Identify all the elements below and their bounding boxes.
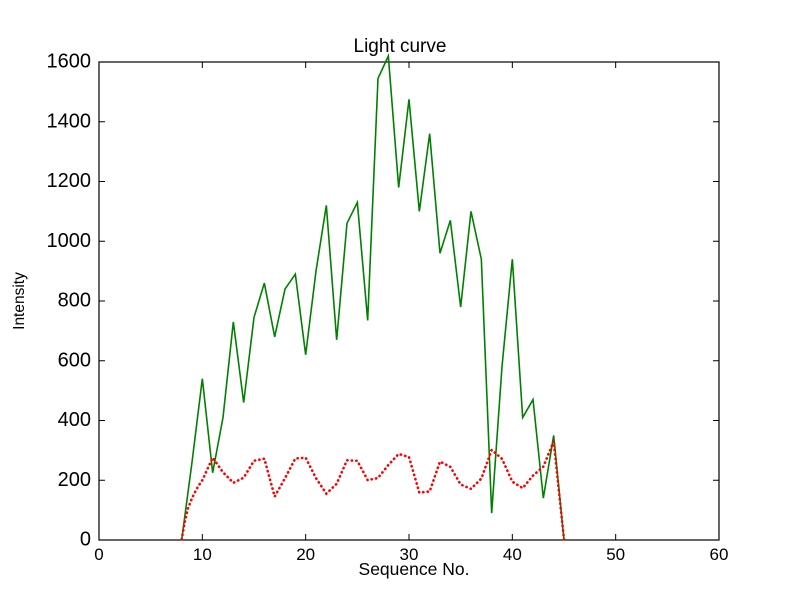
svg-text:200: 200	[58, 469, 91, 491]
svg-text:0: 0	[80, 529, 91, 551]
svg-text:800: 800	[58, 290, 91, 312]
svg-text:1000: 1000	[47, 230, 92, 252]
svg-text:1400: 1400	[47, 110, 92, 132]
svg-text:400: 400	[58, 409, 91, 431]
svg-text:1200: 1200	[47, 170, 92, 192]
svg-text:600: 600	[58, 349, 91, 371]
